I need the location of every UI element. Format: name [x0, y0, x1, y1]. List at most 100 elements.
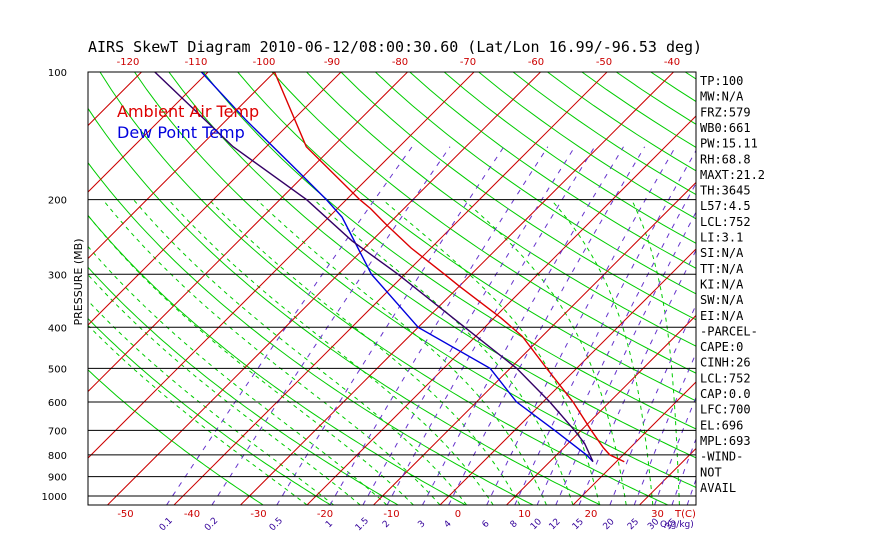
stat-item: MW:N/A [700, 90, 744, 104]
stat-item: LFC:700 [700, 403, 751, 417]
mixing-ratio-label: 10 [529, 517, 544, 532]
dry-adiabat [650, 72, 696, 103]
y-axis-label: PRESSURE (MB) [72, 239, 85, 326]
stat-item: TT:N/A [700, 262, 744, 276]
bottom-temp-tick: 20 [585, 509, 598, 520]
stat-item: TH:3645 [700, 184, 751, 198]
dry-adiabat [271, 72, 696, 374]
dry-adiabat [202, 72, 696, 430]
dry-adiabat [823, 72, 870, 505]
mixing-ratio-label: 0.2 [203, 516, 220, 533]
isotherm [0, 72, 75, 505]
dry-adiabat [754, 72, 870, 505]
mixing-ratio-label: 0.5 [268, 516, 285, 533]
stat-item: WB0:661 [700, 121, 751, 135]
bottom-temp-tick: 0 [455, 509, 461, 520]
stat-item: CINH:26 [700, 356, 751, 370]
bottom-temp-tick: -40 [184, 509, 200, 520]
dewpoint-profile [200, 72, 594, 463]
stat-item: L57:4.5 [700, 199, 751, 213]
moist-adiabat [631, 199, 680, 505]
dry-adiabat [340, 72, 696, 321]
stat-item: CAP:0.0 [700, 387, 751, 401]
pressure-tick-label: 500 [48, 364, 67, 375]
pressure-tick-label: 900 [48, 473, 67, 484]
temp-unit-label: T(C) [674, 509, 696, 520]
dry-adiabat [88, 161, 534, 505]
moist-adiabat [313, 199, 574, 505]
isotherm [88, 72, 342, 326]
mixing-ratio-label: 4 [443, 519, 454, 530]
isotherm [88, 72, 209, 193]
isotherm [173, 72, 608, 505]
stat-item: SW:N/A [700, 293, 744, 307]
isotherm [306, 115, 696, 505]
top-temp-tick: -70 [460, 57, 476, 68]
stat-item: FRZ:579 [700, 105, 751, 119]
pressure-tick-label: 200 [48, 196, 67, 207]
dry-adiabat [99, 72, 669, 505]
bottom-temp-tick: -50 [117, 509, 133, 520]
top-temp-tick: -60 [528, 57, 544, 68]
stat-item: EI:N/A [700, 309, 744, 323]
temperature-profile [273, 72, 625, 463]
isotherm [0, 72, 9, 505]
mixing-ratio-label: 3 [416, 519, 427, 530]
stat-item: LI:3.1 [700, 231, 743, 245]
pressure-tick-label: 600 [48, 398, 67, 409]
moist-adiabat [88, 273, 361, 505]
bottom-temp-tick: 10 [518, 509, 531, 520]
chart-title: AIRS SkewT Diagram 2010-06-12/08:00:30.6… [88, 38, 702, 56]
mixing-ratio-label: 0.1 [158, 516, 175, 533]
isotherm [506, 314, 696, 505]
top-temp-tick: -50 [596, 57, 612, 68]
bottom-temp-tick: -20 [317, 509, 333, 520]
mixing-ratio-line [329, 146, 549, 505]
stat-item: EL:696 [700, 418, 743, 432]
mixing-ratio-label: 1 [324, 519, 335, 530]
mixing-ratio-line [166, 146, 413, 505]
moist-adiabat [168, 199, 494, 505]
moist-adiabat [550, 199, 654, 505]
moist-adiabat [208, 199, 521, 505]
stat-item: MPL:693 [700, 434, 751, 448]
mixing-ratio-label: 6 [481, 519, 492, 530]
moist-adiabat [463, 199, 627, 505]
stat-item: CAPE:0 [700, 340, 743, 354]
isotherm [88, 72, 475, 459]
top-temp-tick: -100 [253, 57, 276, 68]
mixing-ratio-label: 1.5 [354, 516, 371, 533]
plot-frame [87, 71, 697, 506]
dry-adiabat [237, 72, 696, 402]
isotherm [572, 381, 696, 505]
stat-item: PW:15.11 [700, 137, 758, 151]
dry-adiabat [857, 72, 870, 505]
moist-adiabat [88, 300, 334, 505]
dry-adiabat [409, 72, 696, 269]
bottom-temp-tick: -10 [383, 509, 399, 520]
mixing-ratio-label: 8 [509, 519, 520, 530]
pressure-tick-label: 700 [48, 426, 67, 437]
dry-adiabat [88, 369, 264, 505]
top-temp-tick: -90 [324, 57, 340, 68]
mixing-ratio-label: 2 [381, 519, 392, 530]
mixing-unit-label: Q(g/kg) [660, 520, 694, 530]
stat-item: RH:68.8 [700, 152, 751, 166]
mixing-ratio-line [362, 146, 576, 505]
top-temp-tick: -40 [664, 57, 680, 68]
isotherm [107, 72, 541, 505]
pressure-tick-label: 400 [48, 323, 67, 334]
dry-adiabat [306, 72, 696, 347]
moist-adiabat [256, 199, 547, 505]
stat-item: LCL:752 [700, 215, 751, 229]
moist-adiabat [88, 214, 414, 505]
legend-temp: Ambient Air Temp [117, 102, 259, 121]
isotherm [88, 72, 275, 260]
pressure-tick-label: 800 [48, 451, 67, 462]
mixing-ratio-line [276, 146, 505, 505]
stat-item: TP:100 [700, 74, 743, 88]
mixing-ratio-label: 12 [548, 517, 563, 532]
top-temp-tick: -80 [392, 57, 408, 68]
